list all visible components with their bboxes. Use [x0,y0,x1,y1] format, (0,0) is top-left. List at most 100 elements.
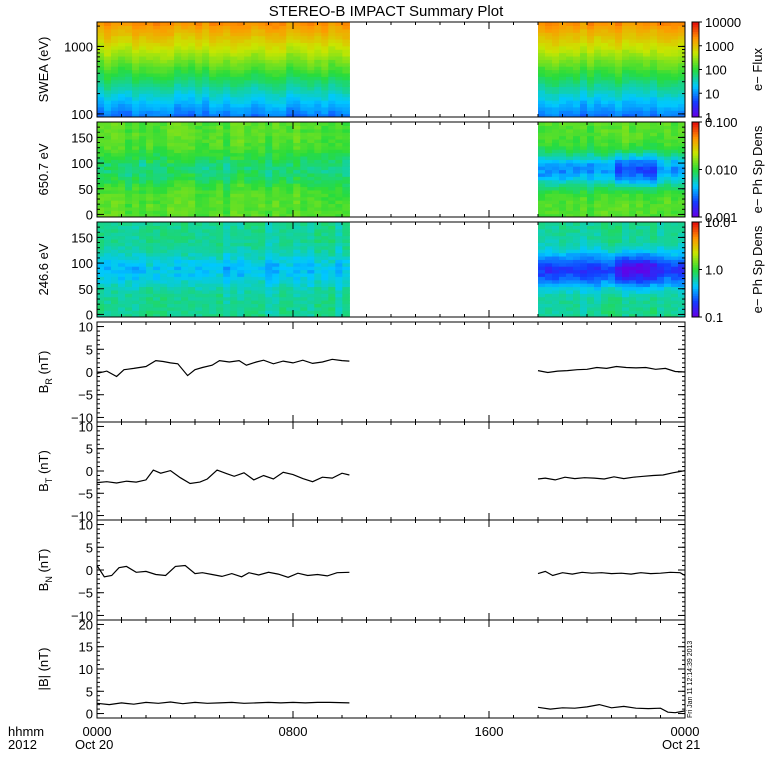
heatmap-cell [643,128,651,133]
heatmap-cell [272,183,280,188]
heatmap-cell [167,76,175,81]
heatmap-cell [587,103,595,108]
heatmap-cell [328,225,336,230]
heatmap-cell [132,155,140,160]
heatmap-cell [272,59,280,64]
heatmap-cell [629,276,637,281]
heatmap-cell [342,249,350,254]
heatmap-cell [636,42,644,47]
heatmap-cell [195,189,203,194]
heatmap-cell [629,245,637,250]
heatmap-cell [209,252,217,257]
heatmap-cell [195,196,203,201]
heatmap-cell [573,83,581,88]
heatmap-cell [181,66,189,71]
heatmap-cell [594,76,602,81]
heatmap-cell [293,189,301,194]
heatmap-cell [664,196,672,201]
heatmap-cell [174,152,182,157]
heatmap-cell [538,96,546,101]
heatmap-cell [601,132,609,137]
heatmap-cell [538,132,546,137]
heatmap-cell [195,106,203,111]
heatmap-cell [650,303,658,308]
heatmap-cell [601,162,609,167]
heatmap-cell [328,32,336,37]
heatmap-cell [587,169,595,174]
heatmap-cell [132,235,140,240]
heatmap-cell [258,186,266,191]
heatmap-cell [594,113,602,117]
heatmap-cell [321,76,329,81]
heatmap-cell [594,96,602,101]
heatmap-cell [545,228,553,233]
heatmap-cell [601,103,609,108]
heatmap-cell [678,166,685,171]
heatmap-cell [258,259,266,264]
heatmap-cell [601,45,609,50]
heatmap-cell [279,232,287,237]
heatmap-cell [335,66,343,71]
heatmap-cell [174,200,182,205]
heatmap-cell [272,132,280,137]
heatmap-cell [608,196,616,201]
heatmap-cell [139,222,147,226]
heatmap-cell [286,183,294,188]
heatmap-cell [104,138,112,143]
heatmap-cell [594,106,602,111]
heatmap-cell [636,135,644,140]
heatmap-cell [230,269,238,274]
heatmap-cell [559,45,567,50]
heatmap-cell [559,62,567,67]
heatmap-cell [181,269,189,274]
heatmap-cell [671,196,679,201]
heatmap-cell [314,110,322,115]
heatmap-cell [167,89,175,94]
heatmap-cell [580,49,588,54]
heatmap-cell [104,166,112,171]
heatmap-cell [202,128,210,133]
heatmap-cell [300,125,308,130]
heatmap-cell [307,122,315,126]
heatmap-cell [293,152,301,157]
heatmap-cell [587,193,595,198]
heatmap-cell [321,162,329,167]
heatmap-cell [545,189,553,194]
heatmap-cell [139,49,147,54]
heatmap-cell [230,72,238,77]
heatmap-cell [195,103,203,108]
heatmap-cell [650,210,658,215]
heatmap-cell [230,196,238,201]
heatmap-cell [195,69,203,74]
heatmap-cell [615,169,623,174]
heatmap-cell [566,135,574,140]
heatmap-cell [538,193,546,198]
heatmap-cell [664,135,672,140]
heatmap-cell [342,22,350,26]
heatmap-cell [643,293,651,298]
heatmap-cell [279,300,287,305]
heatmap-cell [587,35,595,40]
heatmap-cell [538,152,546,157]
heatmap-cell [321,93,329,98]
heatmap-cell [580,83,588,88]
heatmap-cell [608,89,616,94]
heatmap-cell [279,100,287,105]
heatmap-cell [188,242,196,247]
heatmap-cell [132,179,140,184]
heatmap-cell [650,306,658,311]
heatmap-cell [97,228,105,233]
heatmap-cell [279,132,287,137]
colorbar-swatch [692,36,699,40]
heatmap-cell [181,276,189,281]
heatmap-cell [664,86,672,91]
heatmap-cell [594,155,602,160]
heatmap-cell [650,242,658,247]
heatmap-cell [237,35,245,40]
heatmap-cell [139,306,147,311]
heatmap-cell [636,69,644,74]
heatmap-cell [622,152,630,157]
heatmap-cell [552,222,560,226]
heatmap-cell [216,179,224,184]
